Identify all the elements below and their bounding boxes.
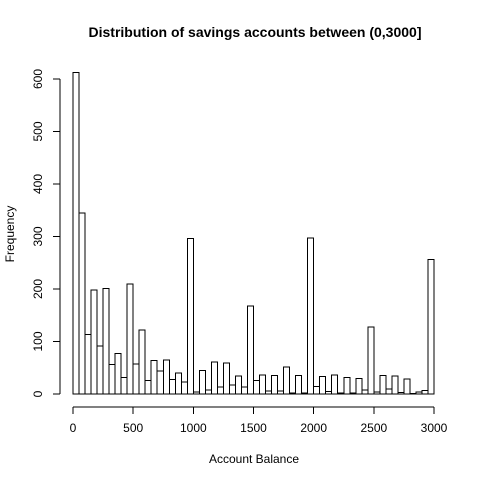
histogram-bar <box>271 375 279 395</box>
histogram-bar <box>289 392 297 395</box>
histogram-bar <box>186 238 194 395</box>
histogram-bar <box>253 379 261 395</box>
y-tick-label: 600 <box>31 69 45 89</box>
histogram-bar <box>259 374 267 395</box>
histogram-bar <box>283 366 291 395</box>
histogram-bar <box>403 378 411 395</box>
histogram-bar <box>367 326 375 395</box>
histogram-bar <box>108 364 116 395</box>
histogram-bar <box>325 390 333 395</box>
histogram-bar <box>120 377 128 395</box>
histogram-bar <box>210 361 218 395</box>
histogram-bar <box>168 378 176 395</box>
y-tick-label: 200 <box>31 279 45 299</box>
histogram-bar <box>385 388 393 395</box>
histogram-bar <box>198 369 206 395</box>
histogram-bar <box>415 391 423 395</box>
histogram-bar <box>114 353 122 395</box>
histogram-bar <box>277 390 285 395</box>
histogram-bar <box>409 392 417 395</box>
x-tick-label: 1000 <box>180 421 207 435</box>
histogram-bar <box>174 372 182 395</box>
chart-title: Distribution of savings accounts between… <box>89 24 422 40</box>
y-axis-label: Frequency <box>3 206 17 263</box>
y-tick-label: 100 <box>31 331 45 351</box>
histogram-bar <box>307 237 315 395</box>
histogram-bar <box>222 362 230 395</box>
histogram-bar <box>96 345 104 395</box>
histogram-bar <box>162 359 170 395</box>
histogram-bar <box>126 283 134 395</box>
histogram-bar <box>421 389 429 395</box>
histogram-bar <box>343 377 351 395</box>
histogram-bar <box>144 379 152 395</box>
y-tick-label: 0 <box>31 390 45 397</box>
histogram-bars <box>72 72 435 395</box>
y-axis: 0 100 200 300 400 500 600 <box>31 69 61 397</box>
x-tick-label: 500 <box>123 421 143 435</box>
histogram-bar <box>331 374 339 395</box>
histogram-bar <box>192 391 200 395</box>
histogram-bar <box>102 287 110 395</box>
histogram-bar <box>132 363 140 395</box>
histogram-bar <box>379 375 387 395</box>
histogram-bar <box>240 386 248 395</box>
y-tick-label: 400 <box>31 174 45 194</box>
histogram-bar <box>295 375 303 395</box>
histogram-bar <box>246 305 254 395</box>
histogram-bar <box>138 329 146 395</box>
histogram-bar <box>78 212 86 395</box>
histogram-bar <box>361 389 369 395</box>
histogram-bar <box>313 386 321 395</box>
histogram-bar <box>90 289 98 395</box>
histogram-bar <box>72 72 80 395</box>
histogram-bar <box>355 377 363 395</box>
histogram-bar <box>397 391 405 395</box>
x-tick-label: 2000 <box>300 421 327 435</box>
histogram-bar <box>301 392 309 395</box>
histogram-bar <box>216 386 224 395</box>
histogram-bar <box>427 259 435 395</box>
y-tick-label: 300 <box>31 226 45 246</box>
histogram-bar <box>349 392 357 395</box>
histogram-bar <box>337 392 345 395</box>
histogram-bar <box>180 381 188 395</box>
histogram-bar <box>84 334 92 395</box>
x-tick-label: 0 <box>70 421 77 435</box>
histogram-bar <box>228 384 236 395</box>
histogram-bar <box>156 370 164 395</box>
histogram-bar <box>150 359 158 395</box>
histogram-bar <box>373 391 381 395</box>
histogram-bar <box>319 376 327 395</box>
histogram-bar <box>265 390 273 395</box>
x-axis-label: Account Balance <box>209 452 299 466</box>
x-tick-label: 3000 <box>421 421 448 435</box>
histogram-bar <box>391 375 399 395</box>
x-tick-label: 2500 <box>360 421 387 435</box>
x-axis: 0 500 1000 1500 2000 2500 3000 <box>70 406 448 435</box>
x-tick-label: 1500 <box>240 421 267 435</box>
histogram-bar <box>204 389 212 395</box>
y-tick-label: 500 <box>31 121 45 141</box>
histogram-bar <box>234 375 242 395</box>
